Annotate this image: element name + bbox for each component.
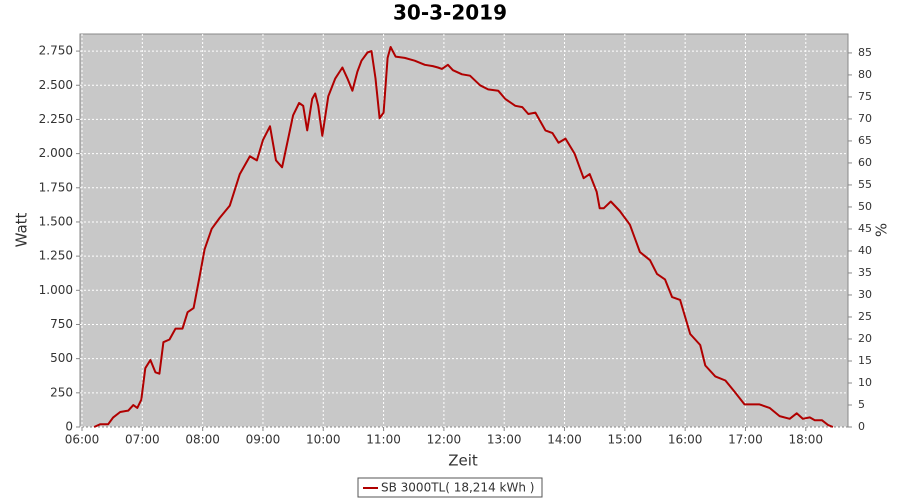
x-tick-label: 17:00 — [728, 433, 763, 447]
legend — [357, 477, 543, 498]
y-axis-label: Watt — [13, 212, 31, 247]
y-tick-label: 2.500 — [39, 78, 73, 92]
plot-area — [79, 33, 849, 428]
y-tick-label: 0 — [65, 420, 73, 434]
y2-tick-label: 35 — [858, 266, 872, 279]
x-tick-label: 09:00 — [246, 433, 281, 447]
y2-tick-label: 45 — [858, 222, 872, 235]
y2-tick-label: 80 — [858, 68, 872, 81]
x-tick-label: 11:00 — [366, 433, 401, 447]
x-tick-label: 15:00 — [608, 433, 643, 447]
x-tick-label: 07:00 — [125, 433, 160, 447]
y-tick-label: 250 — [50, 385, 73, 399]
y2-tick-label: 40 — [858, 244, 872, 257]
y2-tick-label: 25 — [858, 310, 872, 323]
x-tick-label: 10:00 — [306, 433, 341, 447]
grid — [80, 34, 848, 428]
legend-label: SB 3000TL( 18,214 kWh ) — [381, 481, 534, 495]
y-tick-label: 750 — [50, 317, 73, 331]
y2-tick-label: 55 — [858, 178, 872, 191]
y-tick-label: 2.750 — [39, 44, 73, 58]
y-tick-label: 1.250 — [39, 249, 73, 263]
x-tick-label: 16:00 — [668, 433, 703, 447]
x-tick-label: 08:00 — [185, 433, 220, 447]
y-tick-label: 2.000 — [39, 146, 73, 160]
x-axis-label: Zeit — [448, 452, 478, 470]
chart-title: 30-3-2019 — [393, 1, 507, 25]
y2-tick-label: 0 — [858, 420, 865, 433]
y2-tick-label: 85 — [858, 46, 872, 59]
y-tick-label: 1.500 — [39, 214, 73, 228]
y2-axis-label: % — [873, 223, 891, 237]
y2-tick-label: 20 — [858, 332, 872, 345]
y-tick-label: 500 — [50, 351, 73, 365]
y-tick-label: 2.250 — [39, 112, 73, 126]
y2-tick-label: 5 — [858, 398, 865, 411]
y2-tick-label: 50 — [858, 200, 872, 213]
series-line — [93, 46, 834, 428]
y2-tick-label: 70 — [858, 112, 872, 125]
y-tick-label: 1.000 — [39, 283, 73, 297]
y2-tick-label: 75 — [858, 90, 872, 103]
x-tick-label: 06:00 — [65, 433, 100, 447]
y2-tick-label: 10 — [858, 376, 872, 389]
y2-tick-label: 15 — [858, 354, 872, 367]
y2-tick-label: 30 — [858, 288, 872, 301]
y2-tick-label: 60 — [858, 156, 872, 169]
y-tick-label: 1.750 — [39, 180, 73, 194]
x-tick-label: 12:00 — [427, 433, 462, 447]
y2-tick-label: 65 — [858, 134, 872, 147]
x-tick-label: 14:00 — [547, 433, 582, 447]
x-tick-label: 13:00 — [487, 433, 522, 447]
x-tick-label: 18:00 — [788, 433, 823, 447]
